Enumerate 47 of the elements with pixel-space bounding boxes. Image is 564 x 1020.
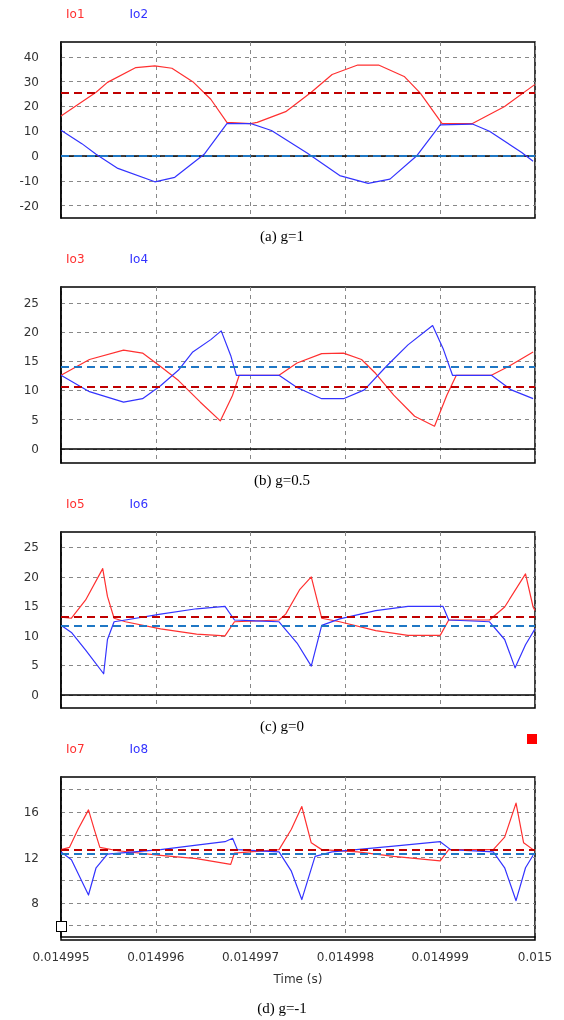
y-tick-label: 30 bbox=[23, 74, 39, 89]
y-tick-label: 15 bbox=[23, 599, 39, 614]
y-tick-label: 0 bbox=[31, 441, 39, 456]
text: Io3 bbox=[66, 252, 85, 266]
text: Io5 bbox=[66, 497, 85, 511]
line-series bbox=[60, 837, 534, 902]
y-tick-label: 5 bbox=[31, 658, 39, 673]
y-tick-label: 10 bbox=[23, 628, 39, 643]
y-tick-label: 25 bbox=[23, 540, 39, 555]
y-tick-label: 16 bbox=[23, 805, 39, 820]
text: (b) g=0.5 bbox=[253, 472, 311, 489]
x-tick-label: 0.014997 bbox=[221, 950, 280, 964]
y-tick-label: 10 bbox=[23, 383, 39, 398]
line-series bbox=[60, 122, 534, 184]
x-tick-label: 0.014995 bbox=[32, 950, 90, 964]
y-tick-label: 40 bbox=[23, 49, 39, 64]
y-tick-label: -20 bbox=[19, 198, 39, 213]
text: (a) g=1 bbox=[259, 228, 305, 245]
x-tick-label: 0.015 bbox=[517, 950, 553, 964]
x-tick-label: 0.014999 bbox=[411, 950, 469, 964]
text: Io8 bbox=[129, 742, 149, 756]
line-series bbox=[60, 605, 536, 675]
line-series bbox=[60, 64, 536, 125]
y-tick-label: 25 bbox=[23, 295, 39, 310]
y-tick-label: 15 bbox=[23, 354, 39, 369]
y-tick-label: 0 bbox=[31, 149, 39, 164]
text: Io2 bbox=[129, 7, 149, 21]
y-tick-label: 8 bbox=[31, 895, 39, 910]
y-tick-label: 20 bbox=[23, 569, 39, 584]
y-tick-label: 5 bbox=[31, 412, 39, 427]
text: Io4 bbox=[129, 252, 149, 266]
line-series bbox=[60, 802, 534, 865]
y-tick-label: 20 bbox=[23, 99, 39, 114]
x-tick-label: 0.014998 bbox=[316, 950, 375, 964]
x-tick-label: 0.014996 bbox=[127, 950, 185, 964]
y-tick-label: 10 bbox=[23, 124, 39, 139]
text: Io7 bbox=[66, 742, 85, 756]
text: Io1 bbox=[66, 7, 85, 21]
y-tick-label: 0 bbox=[31, 688, 39, 703]
text: (c) g=0 bbox=[259, 718, 305, 735]
x-axis-title: Time (s) bbox=[272, 972, 323, 986]
text: Io6 bbox=[129, 497, 149, 511]
y-tick-label: 12 bbox=[23, 850, 39, 865]
y-tick-label: -10 bbox=[19, 173, 39, 188]
y-tick-label: 20 bbox=[23, 325, 39, 340]
text: (d) g=-1 bbox=[256, 1000, 308, 1017]
line-series bbox=[60, 324, 534, 403]
